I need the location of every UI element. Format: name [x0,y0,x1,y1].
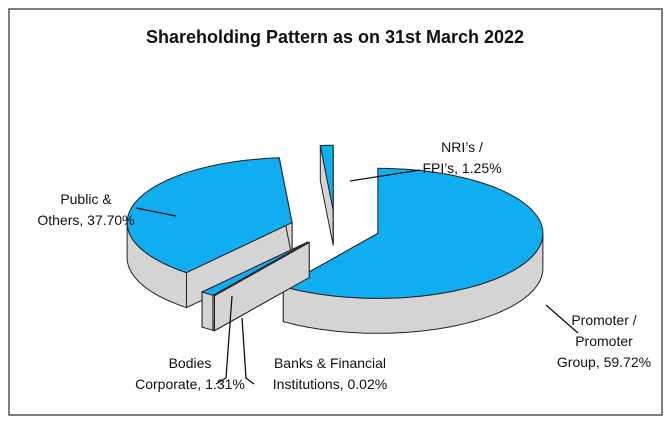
data-label: NRI’s / [441,139,483,155]
labels: Promoter / Promoter Group, 59.72% Banks & F… [37,139,651,392]
data-label: Others, 37.70% [37,212,134,228]
data-label: Promoter [575,333,633,349]
slice-wall [201,291,214,331]
slice-top [281,167,544,299]
data-label: Group, 59.72% [557,354,651,370]
data-label: Institutions, 0.02% [273,376,387,392]
data-label: Promoter / [571,312,636,328]
leader-line [545,304,579,334]
pie [126,144,544,334]
slice-top [319,144,334,211]
chart-title: Shareholding Pattern as on 31st March 20… [146,27,524,47]
slice-top [126,157,293,274]
leader-line [349,169,421,182]
data-label: FPI’s, 1.25% [422,160,501,176]
slice-top [200,241,308,296]
data-label: Banks & Financial [274,355,386,371]
leader-line [215,295,233,385]
data-label: Public & [60,191,112,207]
data-label: Bodies [169,355,212,371]
leader-line [241,317,255,385]
leader-line [135,207,177,217]
data-label: Corporate, 1.31% [135,376,245,392]
slice-top [212,242,310,297]
frame [8,8,663,416]
